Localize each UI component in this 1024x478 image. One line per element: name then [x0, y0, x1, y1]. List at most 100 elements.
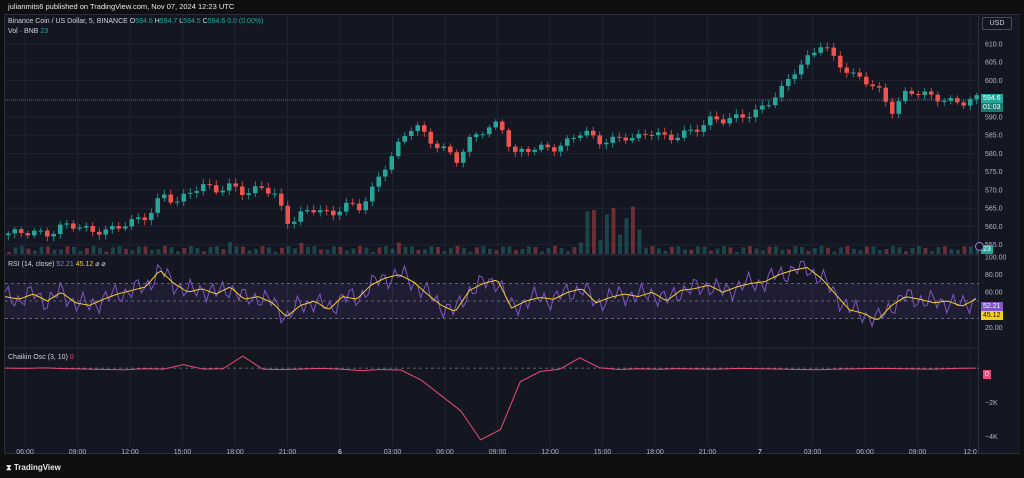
chart-area[interactable]: 06:00 09:00 12:00 15:00 18:00 21:00 6 03:00 06:0… — [4, 14, 980, 455]
candle-body — [915, 93, 921, 95]
candle-body — [18, 229, 24, 234]
volume-bar — [182, 247, 187, 254]
chaikin-value: 0 — [69, 354, 74, 361]
candle-body — [5, 233, 11, 236]
volume-bar — [540, 251, 544, 254]
volume-bar — [800, 246, 804, 254]
rsi-settings-icon[interactable]: ⌀ — [95, 261, 100, 268]
volume-bar — [280, 247, 284, 254]
candle-body — [883, 87, 889, 102]
volume-bar — [845, 246, 850, 254]
volume-bar — [228, 242, 232, 254]
candle-body — [662, 132, 668, 135]
volume-bar — [683, 249, 687, 254]
candle-body — [70, 223, 76, 229]
volume-bar — [286, 246, 291, 254]
volume-bar — [390, 248, 395, 254]
rsi-label[interactable]: RSI (14, close) — [8, 261, 55, 268]
candle-body — [532, 149, 538, 152]
close-label: C — [202, 18, 208, 25]
candle-body — [415, 125, 421, 132]
price-scale-canvas[interactable]: 610.0605.0600.0595.0590.0585.0580.0575.0… — [979, 15, 1020, 455]
volume-bar — [98, 247, 102, 254]
volume-bar — [33, 250, 37, 254]
chaikin-tick-label: −4K — [985, 434, 998, 441]
volume-bar — [449, 248, 453, 254]
volume-bar — [884, 249, 889, 254]
tradingview-logo[interactable]: ⧗ TradingView — [6, 463, 61, 473]
time-tick-label: 09:00 — [489, 449, 507, 455]
candle-body — [642, 133, 648, 135]
time-tick-label: 18:00 — [646, 449, 664, 455]
symbol-name[interactable]: Binance Coin / US Dollar, 5, BINANCE — [8, 18, 128, 25]
volume-bar — [865, 246, 869, 254]
volume-bar — [910, 247, 915, 254]
volume-bar — [26, 248, 31, 254]
candle-body — [77, 227, 83, 229]
time-tick-label: 09:00 — [909, 449, 927, 455]
candle-body — [363, 201, 369, 211]
volume-bar — [936, 247, 941, 254]
volume-bar — [650, 246, 655, 254]
candle-body — [90, 225, 96, 232]
volume-label[interactable]: Vol · BNB — [8, 28, 39, 35]
volume-bar — [13, 247, 18, 254]
candle-body — [870, 84, 876, 87]
volume-bar — [949, 249, 954, 254]
candle-body — [675, 137, 681, 141]
price-tick-label: 600.0 — [985, 78, 1003, 85]
price-scale[interactable]: 610.0605.0600.0595.0590.0585.0580.0575.0… — [979, 14, 1020, 454]
volume-bar — [969, 246, 973, 254]
volume-bar — [592, 210, 596, 254]
volume-bar — [741, 247, 746, 254]
time-tick-label: 18:00 — [226, 449, 244, 455]
volume-bar — [780, 249, 785, 254]
volume-bar — [975, 250, 980, 254]
time-tick-label: 21:00 — [279, 449, 297, 455]
currency-button[interactable]: USD — [982, 17, 1012, 30]
volume-legend: Vol · BNB 23 — [8, 28, 48, 35]
rsi-tick-label: 20.00 — [985, 325, 1003, 332]
rsi-visibility-icon[interactable]: ⌀ — [101, 261, 106, 268]
candle-body — [83, 225, 89, 228]
chaikin-label[interactable]: Chaikin Osc (3, 10) — [8, 354, 68, 361]
volume-bar — [338, 246, 343, 254]
volume-bar — [676, 246, 681, 254]
volume-bar — [631, 206, 635, 254]
candle-body — [25, 233, 31, 236]
volume-bar — [644, 247, 648, 254]
volume-bar — [241, 246, 245, 254]
volume-bar — [176, 251, 180, 254]
volume-bar — [501, 246, 505, 254]
candle-body — [246, 193, 252, 195]
candle-body — [772, 97, 778, 106]
volume-bar — [533, 247, 538, 254]
candle-body — [330, 210, 336, 216]
candle-body — [337, 211, 343, 216]
volume-bar — [637, 229, 642, 254]
candle-body — [129, 219, 135, 227]
chart-canvas[interactable]: 06:00 09:00 12:00 15:00 18:00 21:00 6 03:00 06:0… — [5, 15, 980, 455]
volume-bar — [709, 250, 713, 254]
volume-bar — [234, 246, 239, 254]
alert-circle-icon[interactable] — [975, 242, 984, 251]
time-tick-label: 03:00 — [804, 449, 822, 455]
volume-bar — [143, 246, 148, 254]
candle-body — [974, 95, 980, 100]
candle-body — [551, 147, 557, 152]
candle-body — [278, 193, 284, 206]
price-tick-label: 560.0 — [985, 224, 1003, 231]
candle-body — [109, 226, 115, 230]
volume-bar — [254, 248, 258, 254]
candle-body — [408, 131, 414, 136]
candle-body — [837, 55, 843, 68]
volume-bar — [267, 247, 271, 254]
candle-body — [512, 146, 518, 152]
candle-body — [922, 91, 928, 95]
volume-bar — [611, 207, 616, 254]
volume-bar — [59, 249, 63, 254]
time-tick-label: 06:00 — [436, 449, 454, 455]
time-tick-label: 03:00 — [384, 449, 402, 455]
candle-body — [486, 127, 492, 135]
